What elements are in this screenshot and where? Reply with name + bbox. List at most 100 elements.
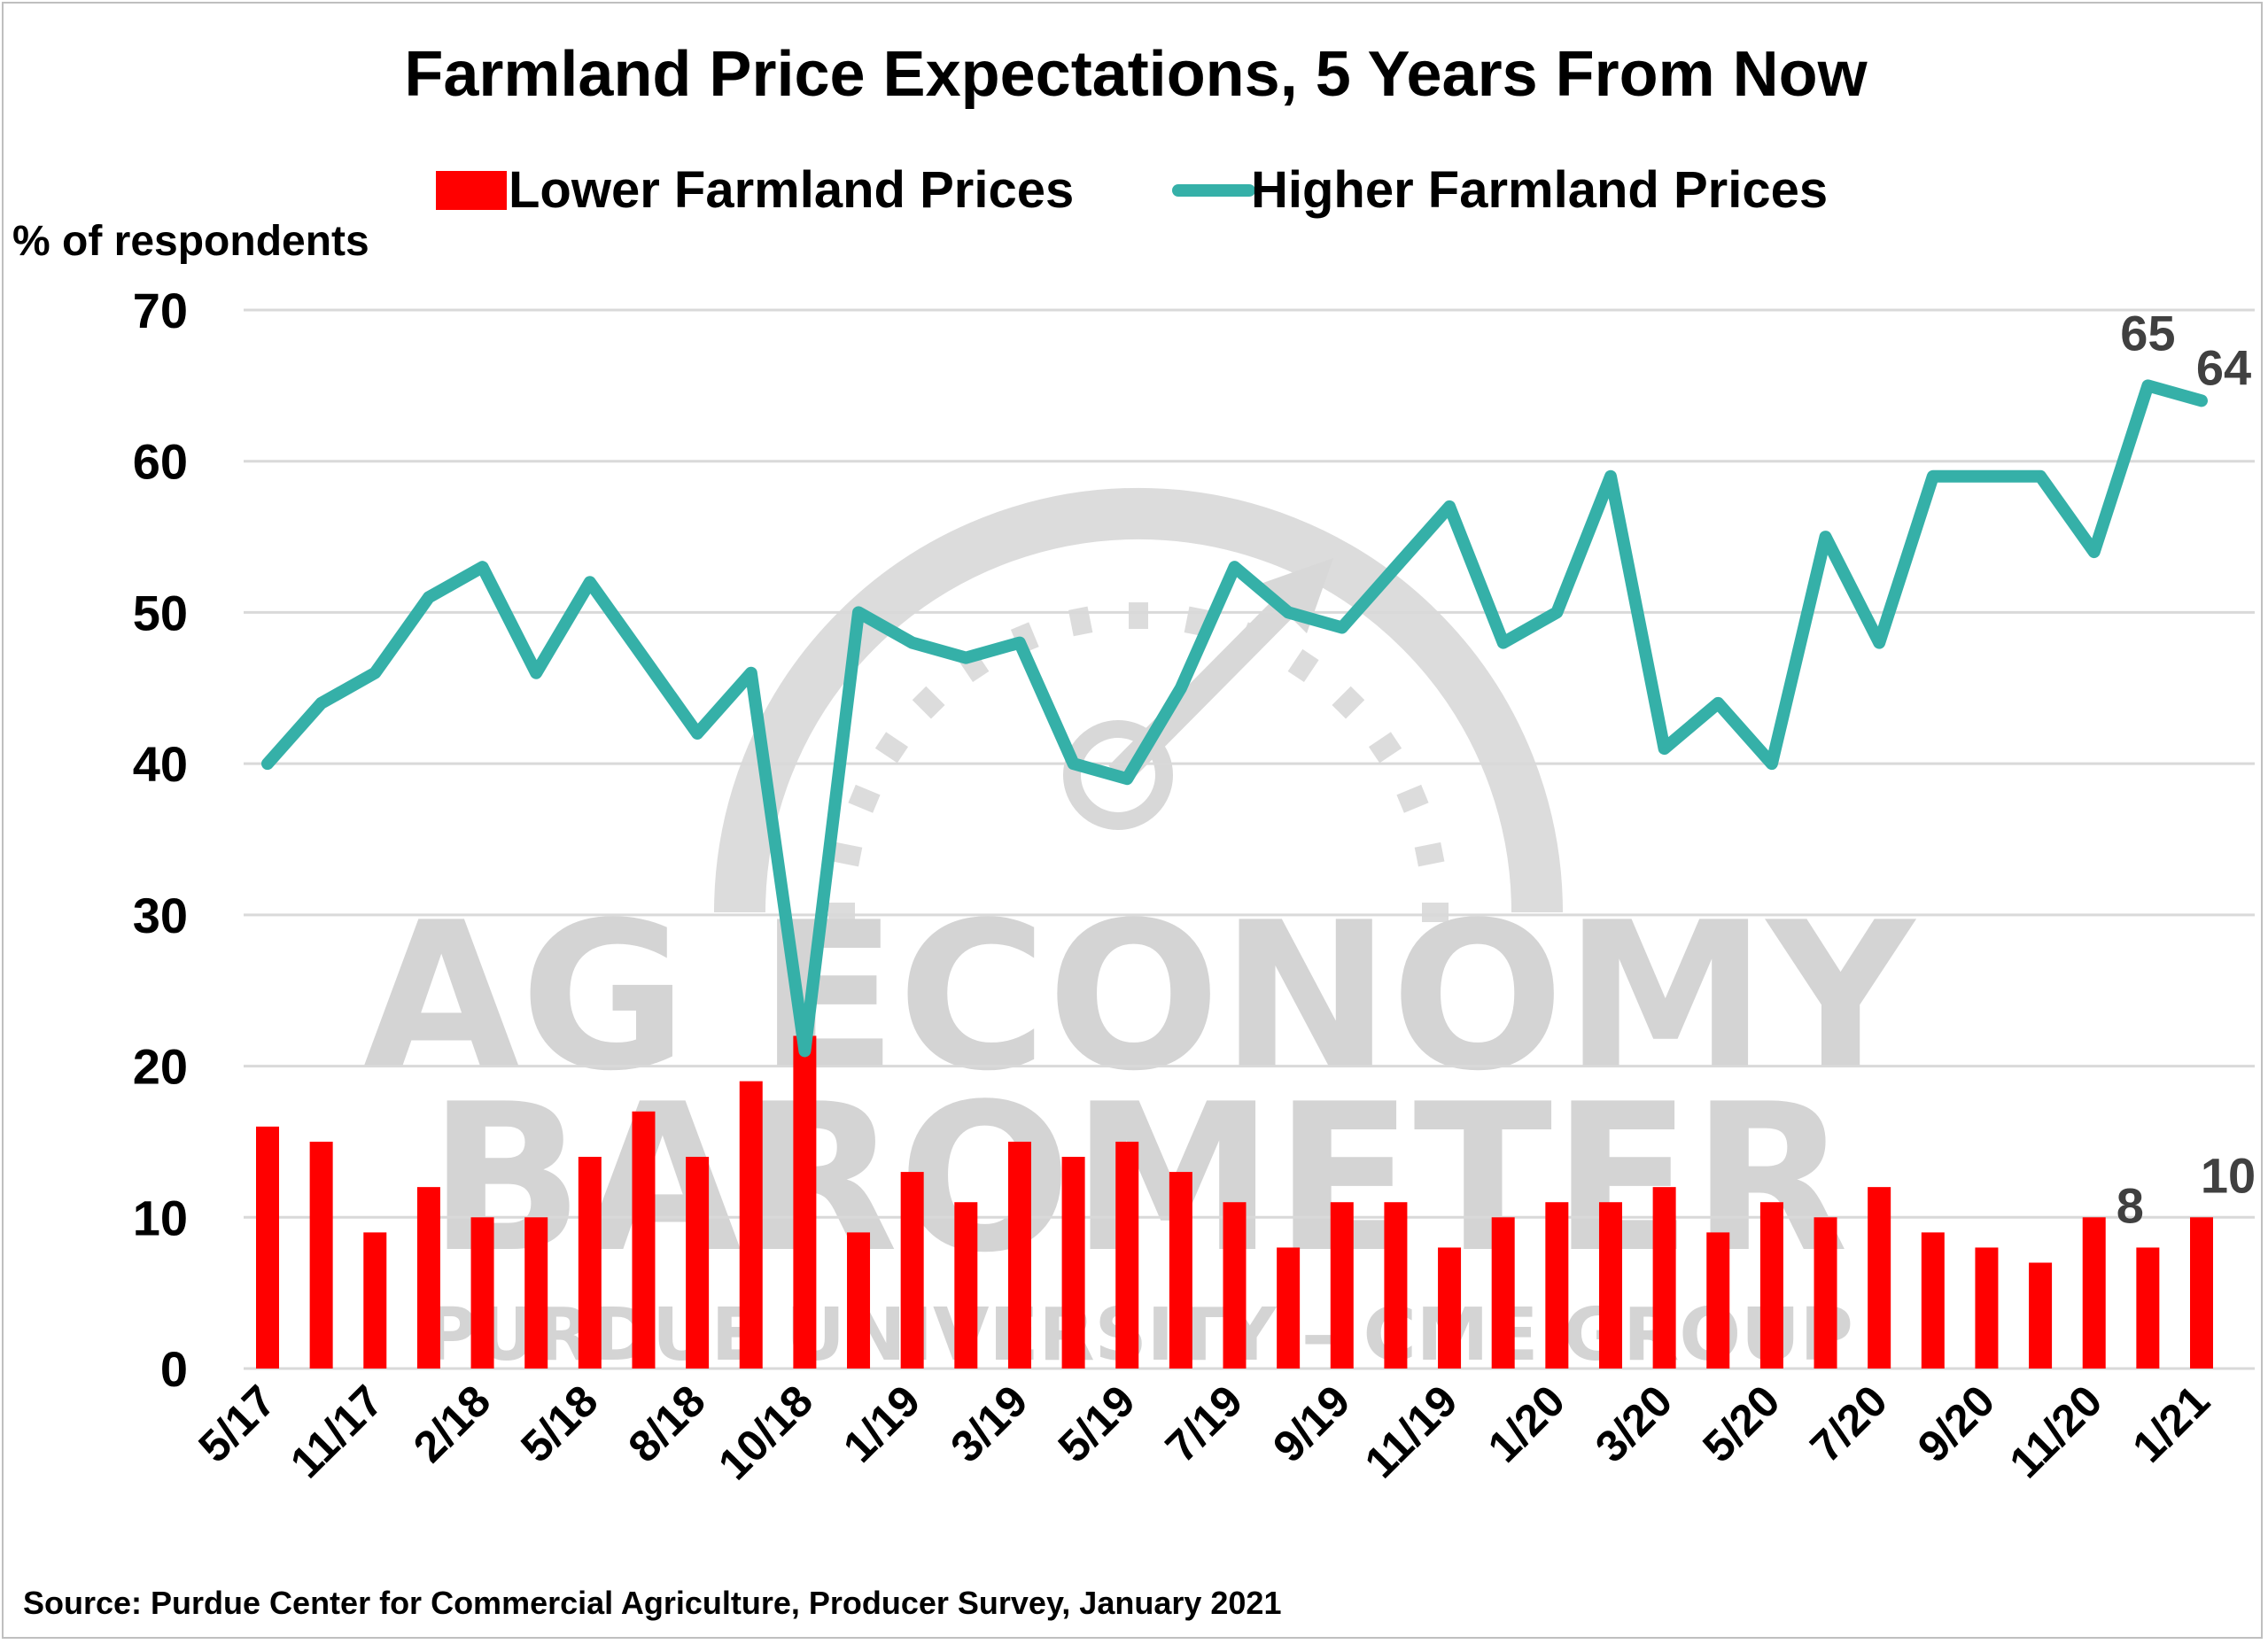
bar-lower [578, 1157, 602, 1369]
y-tick-label: 20 [133, 1039, 188, 1095]
bar-lower [686, 1157, 710, 1369]
x-tick-label: 11/20 [2000, 1376, 2111, 1487]
x-tick-label: 5/18 [511, 1376, 607, 1471]
line-point-higher [1769, 762, 1774, 766]
bar-lower [793, 1035, 817, 1369]
line-point-higher [1930, 474, 1935, 478]
data-label: 8 [2117, 1177, 2144, 1233]
legend-label-higher: Higher Farmland Prices [1251, 161, 1828, 219]
line-point-higher [319, 701, 323, 705]
x-tick-label: 10/18 [709, 1376, 822, 1489]
watermark-tick [874, 732, 909, 764]
line-point-higher [964, 655, 968, 660]
bar-lower [1545, 1202, 1569, 1369]
y-tick-label: 0 [160, 1341, 188, 1397]
bar-lower [470, 1217, 494, 1369]
data-label: 65 [2120, 305, 2175, 361]
bar-lower [1921, 1232, 1945, 1369]
y-tick-label: 60 [133, 434, 188, 490]
line-point-higher [1984, 474, 1989, 478]
line-point-higher [910, 640, 914, 645]
y-tick-label: 30 [133, 888, 188, 943]
line-point-higher [1608, 474, 1612, 478]
watermark-needle-arrowhead [1258, 558, 1333, 633]
line-point-higher [1071, 762, 1076, 766]
bar-lower [1384, 1202, 1408, 1369]
bar-lower [1491, 1217, 1515, 1369]
data-label: 10 [2201, 1147, 2256, 1203]
line-point-higher [1286, 610, 1291, 615]
watermark-tick [1414, 841, 1445, 867]
x-tick-label: 7/19 [1156, 1376, 1252, 1471]
bar-lower [1061, 1157, 1085, 1369]
bar-lower [739, 1081, 763, 1369]
bar-lower [363, 1232, 387, 1369]
line-point-higher [1340, 625, 1344, 630]
bar-lower [632, 1111, 656, 1369]
x-tick-label: 5/17 [189, 1376, 284, 1471]
line-point-higher [1448, 504, 1452, 508]
y-axis-ticks: 0 10 20 30 40 50 60 70 [133, 283, 188, 1397]
bar-lower [1115, 1141, 1139, 1369]
watermark-tick [1332, 686, 1365, 719]
line-point-higher [1178, 686, 1183, 690]
line-point-higher [534, 671, 539, 675]
line-point-higher [857, 610, 861, 615]
bar-lower [1598, 1202, 1622, 1369]
x-tick-label: 2/18 [404, 1376, 500, 1471]
x-tick-label: 1/19 [834, 1376, 929, 1471]
bar-lower [847, 1232, 871, 1369]
watermark-tick [1368, 732, 1402, 764]
legend-label-lower: Lower Farmland Prices [509, 161, 1074, 219]
line-point-higher [1125, 777, 1130, 781]
x-tick-label: 1/20 [1479, 1376, 1574, 1471]
line-point-higher [2092, 550, 2096, 554]
watermark-tick [912, 686, 945, 719]
line-point-higher [1501, 640, 1505, 645]
watermark-line1: AG ECONOMY [362, 880, 1916, 1116]
bar-lower [256, 1126, 279, 1369]
line-point-higher [1394, 565, 1398, 570]
watermark-gauge-hub [1063, 720, 1173, 830]
line-point-higher [2200, 399, 2203, 403]
bar-lower [524, 1217, 548, 1369]
x-tick-label: 5/20 [1693, 1376, 1789, 1471]
watermark-gauge-arc [714, 488, 1563, 913]
y-axis-label: % of respondents [12, 218, 369, 265]
line-point-higher [641, 655, 646, 660]
line-point-higher [1716, 701, 1720, 705]
line-point-higher [426, 595, 431, 600]
line-point-higher [803, 1049, 807, 1053]
bar-lower [2029, 1262, 2053, 1369]
line-point-higher [1555, 610, 1559, 615]
y-tick-label: 10 [133, 1190, 188, 1245]
line-point-higher [1877, 640, 1882, 645]
line-point-higher [695, 732, 700, 735]
bar-lower [1223, 1202, 1247, 1369]
bar-lower [1277, 1247, 1301, 1369]
bar-lower [1169, 1172, 1192, 1369]
legend-swatch-lower [436, 171, 507, 210]
line-point-higher [1017, 640, 1021, 645]
x-tick-label: 1/21 [2123, 1376, 2218, 1471]
x-tick-label: 3/19 [941, 1376, 1037, 1471]
bar-lower [1007, 1141, 1031, 1369]
line-point-higher [2146, 384, 2150, 388]
bar-lower [309, 1141, 333, 1369]
line-point-higher [2039, 474, 2043, 478]
data-labels: 65 64 8 10 [2117, 305, 2256, 1233]
bar-lower [1975, 1247, 1999, 1369]
bar-lower [2082, 1217, 2106, 1369]
chart-title: Farmland Price Expectations, 5 Years Fro… [404, 39, 1868, 110]
x-tick-label: 11/17 [281, 1376, 392, 1487]
bar-lower [2190, 1217, 2213, 1369]
watermark-tick [832, 841, 863, 867]
bar-lower [416, 1187, 440, 1369]
bar-lower [1330, 1202, 1354, 1369]
y-tick-label: 40 [133, 736, 188, 792]
y-tick-label: 50 [133, 585, 188, 640]
watermark-tick [1287, 648, 1319, 683]
